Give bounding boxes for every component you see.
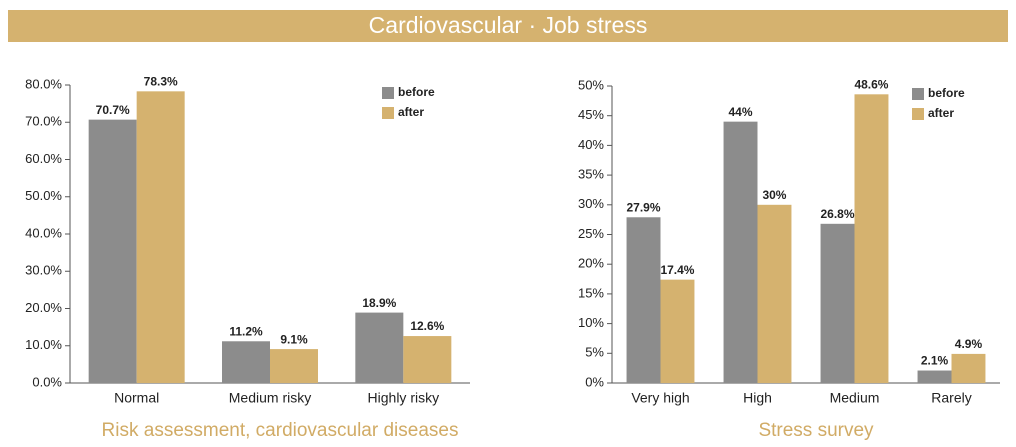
x-tick-label: Highly risky [368, 390, 440, 406]
legend-swatch [912, 88, 924, 100]
bar [820, 223, 855, 383]
bar [917, 370, 952, 383]
y-tick-label: 25% [578, 226, 604, 241]
y-tick-label: 45% [578, 107, 604, 122]
value-label: 78.3% [144, 75, 178, 89]
y-tick-label: 80.0% [25, 76, 62, 91]
y-tick-label: 0% [585, 374, 604, 389]
legend-swatch [382, 87, 394, 99]
value-label: 4.9% [955, 337, 983, 351]
bar [88, 119, 137, 383]
y-tick-label: 50% [578, 77, 604, 92]
value-label: 9.1% [280, 332, 308, 346]
y-tick-label: 20.0% [25, 300, 62, 315]
y-tick-label: 30.0% [25, 263, 62, 278]
y-tick-label: 15% [578, 285, 604, 300]
x-tick-label: High [743, 390, 772, 406]
bar [136, 91, 185, 384]
header-title: Cardiovascular · Job stress [369, 12, 648, 38]
bar [757, 204, 792, 383]
y-tick-label: 10% [578, 315, 604, 330]
x-tick-label: Rarely [931, 390, 971, 406]
bar [854, 94, 889, 383]
y-tick-label: 30% [578, 196, 604, 211]
bar [951, 353, 986, 383]
value-label: 70.7% [96, 103, 130, 117]
y-tick-label: 20% [578, 256, 604, 271]
y-tick-label: 70.0% [25, 114, 62, 129]
y-tick-label: 0.0% [32, 374, 62, 389]
y-tick-label: 10.0% [25, 337, 62, 352]
bar [403, 336, 452, 383]
value-label: 27.9% [627, 200, 661, 214]
value-label: 44% [729, 105, 753, 119]
legend-swatch [912, 108, 924, 120]
x-tick-label: Medium risky [229, 390, 311, 406]
bar [723, 121, 758, 383]
value-label: 30% [762, 188, 786, 202]
x-tick-label: Medium [830, 390, 880, 406]
legend-label: before [398, 85, 435, 99]
value-label: 26.8% [821, 207, 855, 221]
bar [222, 341, 270, 383]
value-label: 48.6% [854, 77, 888, 91]
legend-swatch [382, 107, 394, 119]
x-tick-label: Very high [631, 390, 689, 406]
legend-label: before [928, 86, 965, 100]
value-label: 17.4% [660, 263, 694, 277]
header-band [8, 10, 1008, 42]
y-tick-label: 60.0% [25, 151, 62, 166]
x-axis-title: Stress survey [758, 420, 874, 441]
bar [626, 217, 661, 383]
value-label: 2.1% [921, 354, 949, 368]
x-tick-label: Normal [114, 390, 159, 406]
x-axis-title: Risk assessment, cardiovascular diseases [102, 420, 459, 441]
value-label: 11.2% [229, 324, 263, 338]
legend-label: after [398, 105, 424, 119]
y-tick-label: 40.0% [25, 225, 62, 240]
y-tick-label: 5% [585, 345, 604, 360]
legend-label: after [928, 106, 954, 120]
bar [355, 312, 404, 383]
value-label: 12.6% [410, 319, 444, 333]
bar [270, 349, 318, 383]
value-label: 18.9% [362, 296, 396, 310]
y-tick-label: 35% [578, 167, 604, 182]
bar [660, 279, 695, 383]
y-tick-label: 50.0% [25, 188, 62, 203]
y-tick-label: 40% [578, 137, 604, 152]
